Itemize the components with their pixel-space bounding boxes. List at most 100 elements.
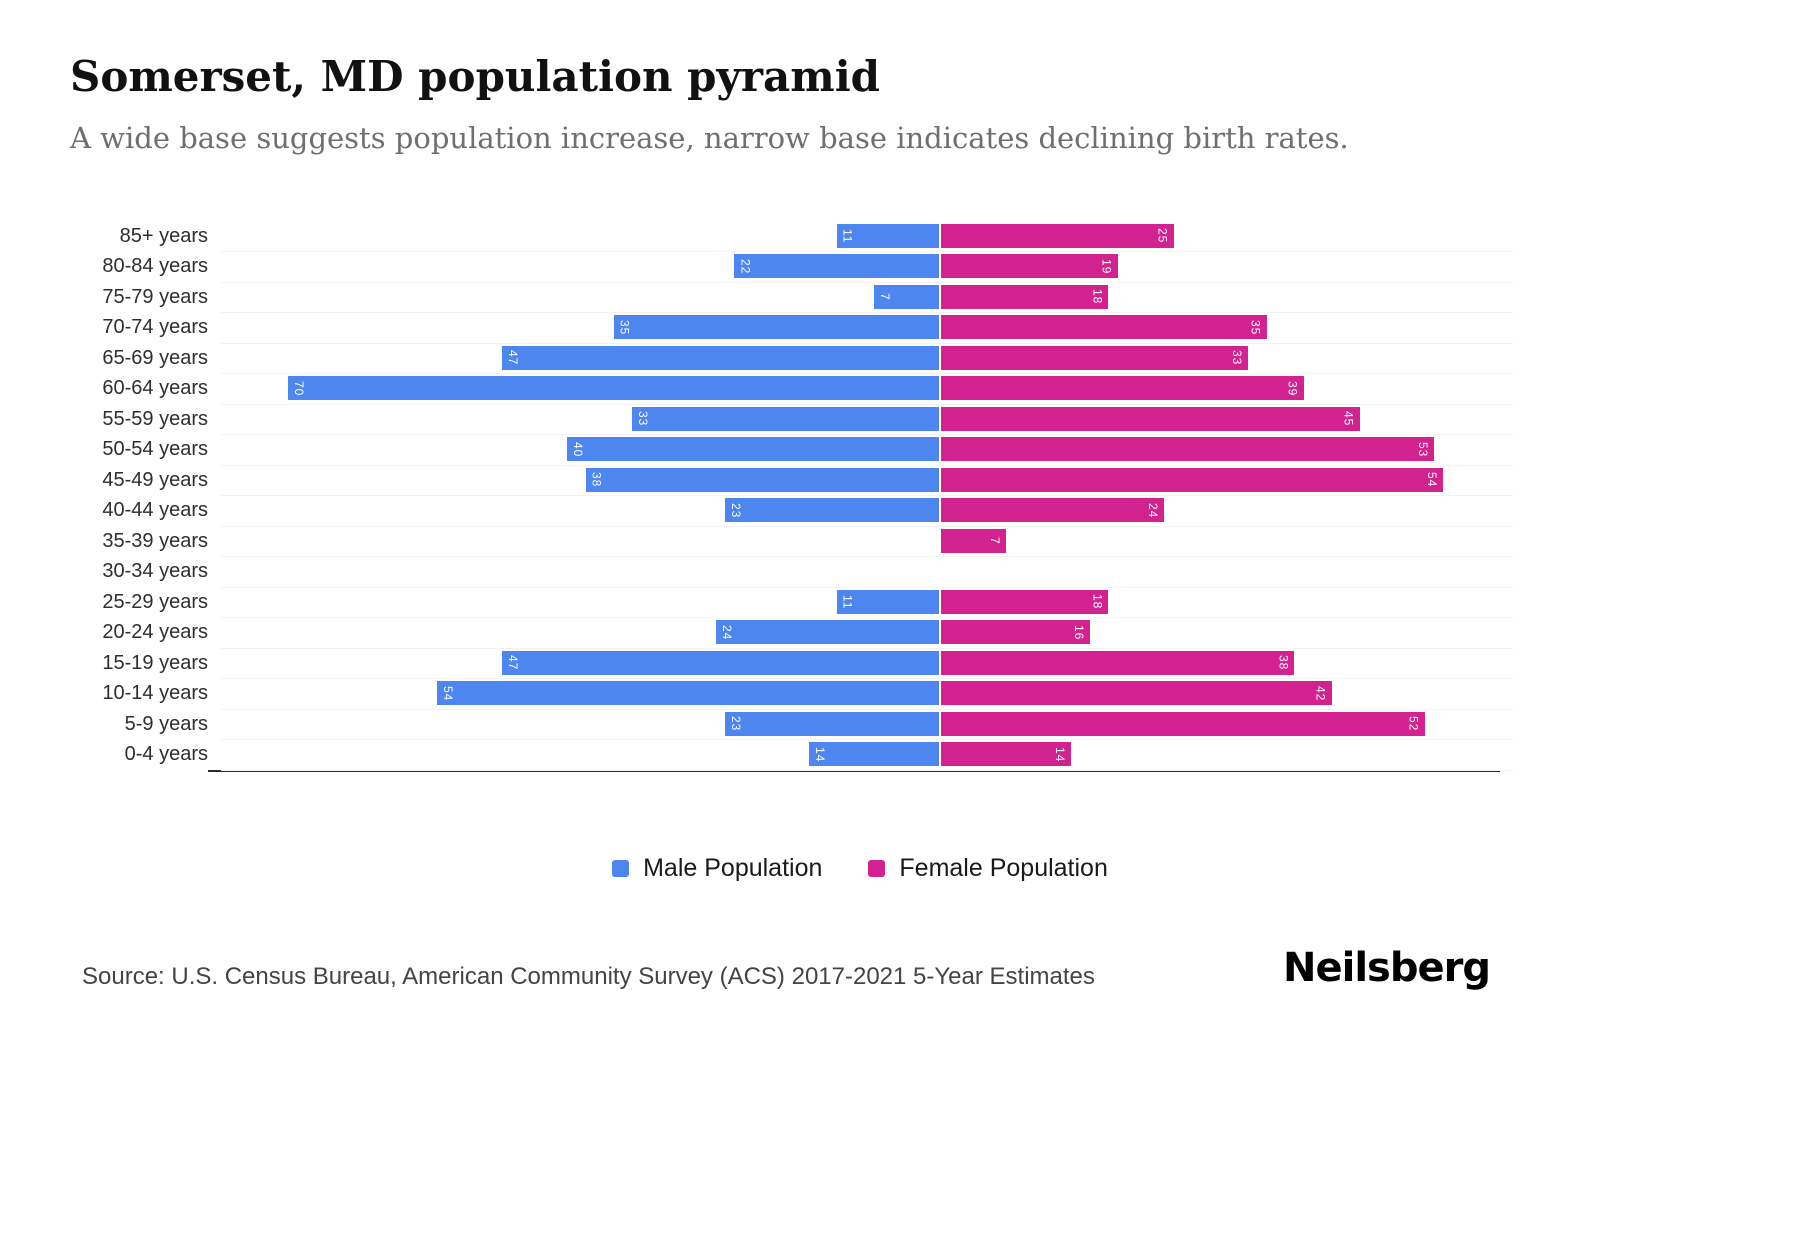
footer: Source: U.S. Census Bureau, American Com… bbox=[82, 945, 1491, 991]
female-bar: 14 bbox=[941, 742, 1072, 767]
male-bar-area: 47 bbox=[221, 345, 939, 370]
age-group-label: 20-24 years bbox=[102, 621, 208, 644]
pyramid-row: 70-74 years 35 35 bbox=[80, 313, 1800, 344]
female-bar-value: 25 bbox=[1155, 228, 1170, 244]
female-bar: 52 bbox=[941, 711, 1425, 736]
row-plot-area: 70 39 bbox=[221, 373, 1513, 405]
female-bar-area: 54 bbox=[941, 467, 1511, 492]
male-bar: 11 bbox=[836, 589, 939, 614]
male-bar-area: 35 bbox=[221, 315, 939, 340]
male-bar-value: 24 bbox=[719, 624, 734, 640]
female-bar: 39 bbox=[941, 376, 1304, 401]
female-bar: 18 bbox=[941, 589, 1109, 614]
pyramid-row: 55-59 years 33 45 bbox=[80, 404, 1800, 435]
male-bar-area bbox=[221, 529, 939, 553]
female-bar: 16 bbox=[941, 620, 1090, 645]
x-axis-line bbox=[208, 770, 1500, 772]
pyramid-rows: 85+ years 11 25 80-84 years 22 19 75-79 years 7… bbox=[80, 221, 1800, 771]
legend: Male Population Female Population bbox=[0, 854, 1720, 883]
male-bar-area: 23 bbox=[221, 711, 939, 736]
female-bar-value: 42 bbox=[1313, 685, 1328, 701]
male-bar-value: 23 bbox=[729, 716, 744, 732]
female-bar-area: 33 bbox=[941, 345, 1511, 370]
age-group-label: 55-59 years bbox=[102, 407, 208, 430]
female-bar: 35 bbox=[941, 315, 1267, 340]
male-bar-area: 54 bbox=[221, 681, 939, 706]
male-bar: 23 bbox=[725, 711, 939, 736]
pyramid-row: 5-9 years 23 52 bbox=[80, 709, 1800, 740]
female-bar-area: 16 bbox=[941, 620, 1511, 645]
female-bar-value: 35 bbox=[1248, 319, 1263, 335]
chart-subtitle: A wide base suggests population increase… bbox=[70, 121, 1349, 155]
female-bar: 25 bbox=[941, 223, 1174, 248]
age-group-label: 75-79 years bbox=[102, 285, 208, 308]
age-group-label: 60-64 years bbox=[102, 377, 208, 400]
row-plot-area: 24 16 bbox=[221, 617, 1513, 649]
female-bar-value: 53 bbox=[1415, 441, 1430, 457]
female-bar-value: 18 bbox=[1090, 289, 1105, 305]
pyramid-row: 45-49 years 38 54 bbox=[80, 465, 1800, 496]
pyramid-row: 30-34 years bbox=[80, 557, 1800, 588]
pyramid-row: 35-39 years 7 bbox=[80, 526, 1800, 557]
male-bar-value: 47 bbox=[505, 350, 520, 366]
male-bar-area bbox=[221, 559, 939, 583]
pyramid-row: 80-84 years 22 19 bbox=[80, 252, 1800, 283]
female-bar-area: 19 bbox=[941, 254, 1511, 279]
male-bar: 47 bbox=[501, 650, 939, 675]
pyramid-row: 65-69 years 47 33 bbox=[80, 343, 1800, 374]
chart-title: Somerset, MD population pyramid bbox=[70, 52, 881, 101]
male-bar-area: 40 bbox=[221, 437, 939, 462]
female-bar: 53 bbox=[941, 437, 1434, 462]
male-bar-area: 22 bbox=[221, 254, 939, 279]
legend-item-male: Male Population bbox=[612, 854, 822, 883]
age-group-label: 50-54 years bbox=[102, 438, 208, 461]
pyramid-row: 85+ years 11 25 bbox=[80, 221, 1800, 252]
pyramid-row: 75-79 years 7 18 bbox=[80, 282, 1800, 313]
male-bar-value: 54 bbox=[440, 685, 455, 701]
male-legend-swatch-icon bbox=[612, 860, 630, 877]
age-group-label: 15-19 years bbox=[102, 651, 208, 674]
pyramid-row: 15-19 years 47 38 bbox=[80, 648, 1800, 679]
male-bar-area: 24 bbox=[221, 620, 939, 645]
age-group-label: 0-4 years bbox=[124, 743, 208, 766]
legend-item-female: Female Population bbox=[868, 854, 1108, 883]
row-plot-area: 33 45 bbox=[221, 404, 1513, 435]
male-bar: 11 bbox=[836, 223, 939, 248]
female-bar: 24 bbox=[941, 498, 1165, 523]
age-group-label: 30-34 years bbox=[102, 560, 208, 583]
female-bar-value: 52 bbox=[1406, 716, 1421, 732]
age-group-label: 25-29 years bbox=[102, 590, 208, 613]
male-bar-area: 11 bbox=[221, 589, 939, 614]
female-bar-value: 14 bbox=[1053, 746, 1068, 762]
female-bar-value: 19 bbox=[1099, 258, 1114, 274]
male-bar: 54 bbox=[436, 681, 939, 706]
male-bar-value: 22 bbox=[738, 258, 753, 274]
female-bar-area: 14 bbox=[941, 742, 1511, 767]
female-bar-value: 7 bbox=[988, 536, 1003, 545]
female-bar: 38 bbox=[941, 650, 1295, 675]
male-bar-area: 38 bbox=[221, 467, 939, 492]
male-bar: 38 bbox=[585, 467, 939, 492]
age-group-label: 5-9 years bbox=[124, 712, 208, 735]
male-bar: 40 bbox=[567, 437, 939, 462]
female-bar-value: 45 bbox=[1341, 411, 1356, 427]
female-bar: 7 bbox=[941, 528, 1007, 553]
male-bar: 14 bbox=[808, 742, 939, 767]
female-bar-area: 24 bbox=[941, 498, 1511, 523]
female-bar-value: 16 bbox=[1071, 624, 1086, 640]
pyramid-row: 40-44 years 23 24 bbox=[80, 496, 1800, 527]
female-bar-area: 52 bbox=[941, 711, 1511, 736]
male-bar-value: 23 bbox=[729, 502, 744, 518]
age-group-label: 10-14 years bbox=[102, 682, 208, 705]
female-bar: 19 bbox=[941, 254, 1118, 279]
age-group-label: 65-69 years bbox=[102, 346, 208, 369]
female-bar-area: 39 bbox=[941, 376, 1511, 401]
female-bar-area: 35 bbox=[941, 315, 1511, 340]
female-bar-value: 38 bbox=[1276, 655, 1291, 671]
age-group-label: 70-74 years bbox=[102, 316, 208, 339]
female-bar-area: 18 bbox=[941, 284, 1511, 309]
male-bar-value: 35 bbox=[617, 319, 632, 335]
row-plot-area: 47 33 bbox=[221, 343, 1513, 374]
female-legend-swatch-icon bbox=[868, 860, 886, 877]
pyramid-row: 60-64 years 70 39 bbox=[80, 374, 1800, 405]
